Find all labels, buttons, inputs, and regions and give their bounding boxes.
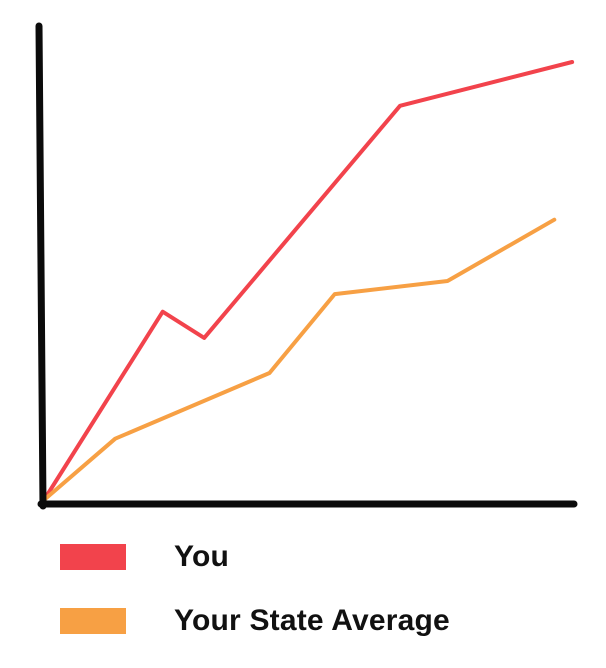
legend-swatch-state-average <box>60 608 126 634</box>
legend-swatch-you <box>60 544 126 570</box>
y-axis <box>35 22 47 510</box>
legend-label-state-average: Your State Average <box>174 604 450 637</box>
series-line-your-state-average <box>42 217 557 502</box>
legend: You Your State Average <box>60 540 450 668</box>
legend-item-you: You <box>60 540 450 574</box>
legend-label-you: You <box>174 540 230 573</box>
series-line-you <box>42 60 575 502</box>
line-chart <box>35 22 578 510</box>
series-layer <box>42 60 575 502</box>
legend-item-state-average: Your State Average <box>60 604 450 638</box>
